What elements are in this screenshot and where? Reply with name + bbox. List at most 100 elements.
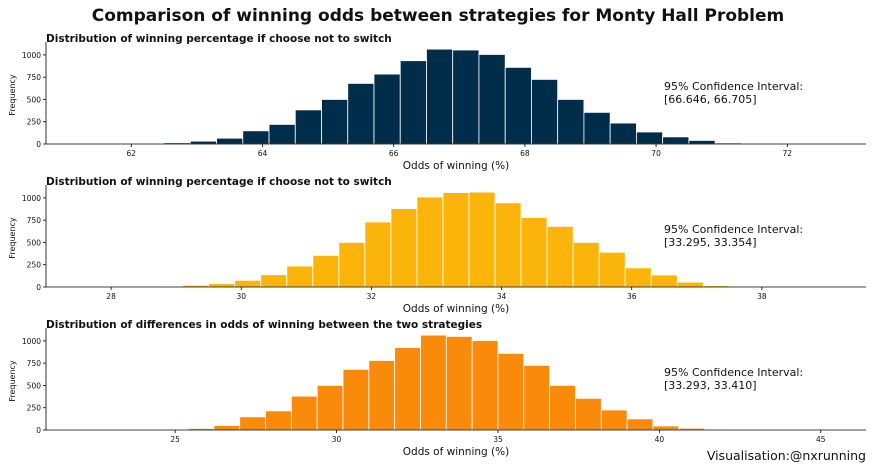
y-tick-label: 0	[36, 426, 41, 435]
panel-2: 0 250 500 750 1000 28 30 32 34 36 38 Odds of winnin…	[8, 185, 866, 315]
x-tick-label: 34	[497, 292, 507, 301]
x-tick-label: 70	[651, 149, 661, 158]
x-tick-label: 28	[106, 292, 116, 301]
ci-label: 95% Confidence Interval:	[664, 223, 804, 236]
x-tick-label: 68	[520, 149, 530, 158]
panel-1-confidence-interval: 95% Confidence Interval: [66.646, 66.705…	[664, 80, 803, 106]
histogram-bar	[242, 130, 270, 145]
histogram-bar	[626, 418, 654, 431]
histogram-bar	[676, 281, 704, 288]
panel-3-title: Distribution of differences in odds of w…	[46, 319, 483, 331]
y-axis-label: Frequency	[8, 360, 17, 402]
x-axis-label: Odds of winning (%)	[403, 446, 509, 458]
y-tick-label: 0	[36, 283, 41, 292]
panel-1: 0 250 500 750 1000 62 64 66 68 70 72 Odds of winnin…	[8, 42, 866, 172]
histogram-bar	[213, 425, 241, 431]
histogram-bar	[286, 265, 314, 288]
histogram-bar	[662, 136, 690, 145]
histogram-bar	[268, 124, 296, 145]
histogram-bar	[650, 274, 678, 288]
ci-label: 95% Confidence Interval:	[664, 80, 804, 93]
histogram-bar	[426, 48, 454, 145]
histogram-bar	[468, 191, 496, 288]
histogram-bar	[373, 73, 401, 145]
y-tick-label: 0	[36, 140, 41, 149]
histogram-bar	[575, 397, 602, 431]
histogram-bar	[609, 122, 637, 145]
histogram-bar	[652, 425, 680, 431]
x-tick-label: 40	[655, 435, 665, 444]
y-tick-label: 500	[27, 95, 42, 104]
histogram-bar	[312, 254, 340, 288]
x-tick-label: 36	[627, 292, 637, 301]
histogram-bar	[445, 336, 473, 431]
x-tick-label: 32	[367, 292, 377, 301]
panel-3: 0 250 500 750 1000 25 30 35 40 45 Odds of winning …	[8, 328, 866, 458]
x-tick-label: 25	[170, 435, 180, 444]
x-tick-label: 38	[757, 292, 767, 301]
histogram-bar	[471, 340, 499, 431]
histogram-bar	[321, 99, 349, 145]
histogram-bar	[546, 226, 574, 288]
ci-value: [33.295, 33.354]	[664, 236, 757, 249]
histogram-bar	[239, 416, 266, 431]
x-tick-label: 30	[332, 435, 342, 444]
y-tick-label: 1000	[22, 51, 41, 60]
y-tick-label: 1000	[22, 194, 41, 203]
x-tick-label: 72	[783, 149, 793, 158]
histogram-bar	[636, 131, 664, 145]
histogram-bar	[598, 251, 626, 288]
y-tick-label: 250	[27, 118, 42, 127]
histogram-bar	[624, 267, 652, 288]
histogram-bar	[523, 365, 551, 431]
histogram-bar	[294, 109, 322, 145]
x-tick-label: 30	[236, 292, 246, 301]
histogram-bar	[234, 279, 262, 288]
histogram-bar	[557, 99, 585, 145]
histogram-bar	[390, 208, 418, 288]
y-tick-label: 750	[27, 359, 42, 368]
y-tick-label: 250	[27, 261, 42, 270]
panel-2-title: Distribution of winning percentage if ch…	[46, 176, 392, 188]
histogram-bar	[265, 410, 292, 431]
histogram-bar	[399, 60, 427, 145]
y-tick-label: 500	[27, 381, 42, 390]
x-tick-label: 35	[493, 435, 503, 444]
x-tick-label: 66	[389, 149, 399, 158]
y-tick-label: 750	[27, 216, 42, 225]
histogram-bar	[583, 111, 611, 145]
y-axis-label: Frequency	[8, 217, 17, 259]
histogram-bar	[342, 369, 370, 431]
y-tick-label: 1000	[22, 337, 41, 346]
x-tick-label: 64	[258, 149, 268, 158]
x-axis-label: Odds of winning (%)	[403, 303, 509, 315]
histogram-bar	[420, 334, 447, 431]
x-axis-label: Odds of winning (%)	[403, 160, 509, 172]
histogram-bar	[520, 217, 548, 288]
x-tick-label: 45	[816, 435, 826, 444]
histogram-bar	[394, 347, 421, 431]
chart-title: Comparison of winning odds between strat…	[91, 6, 785, 26]
histogram-bar	[600, 409, 628, 431]
histogram-bar	[572, 242, 600, 288]
histogram-bar	[688, 140, 716, 145]
ci-label: 95% Confidence Interval:	[664, 366, 804, 379]
panel-1-title: Distribution of winning percentage if ch…	[46, 33, 392, 45]
histogram-bar	[504, 66, 532, 145]
ci-value: [33.293, 33.410]	[664, 379, 757, 392]
histogram-bar	[189, 140, 217, 145]
panel-3-confidence-interval: 95% Confidence Interval: [33.293, 33.410…	[664, 366, 803, 392]
histogram-bar	[338, 242, 366, 288]
histogram-bar	[290, 395, 318, 431]
histogram-bar	[494, 202, 522, 288]
y-tick-label: 750	[27, 73, 42, 82]
credit-text: Visualisation:@nxrunning	[706, 448, 866, 463]
histogram-bar	[208, 283, 236, 288]
histogram-bar	[531, 79, 559, 145]
x-tick-label: 62	[127, 149, 137, 158]
histogram-bar	[549, 385, 576, 431]
histogram-bar	[478, 54, 506, 145]
ci-value: [66.646, 66.705]	[664, 93, 757, 106]
histogram-bar	[316, 385, 344, 431]
